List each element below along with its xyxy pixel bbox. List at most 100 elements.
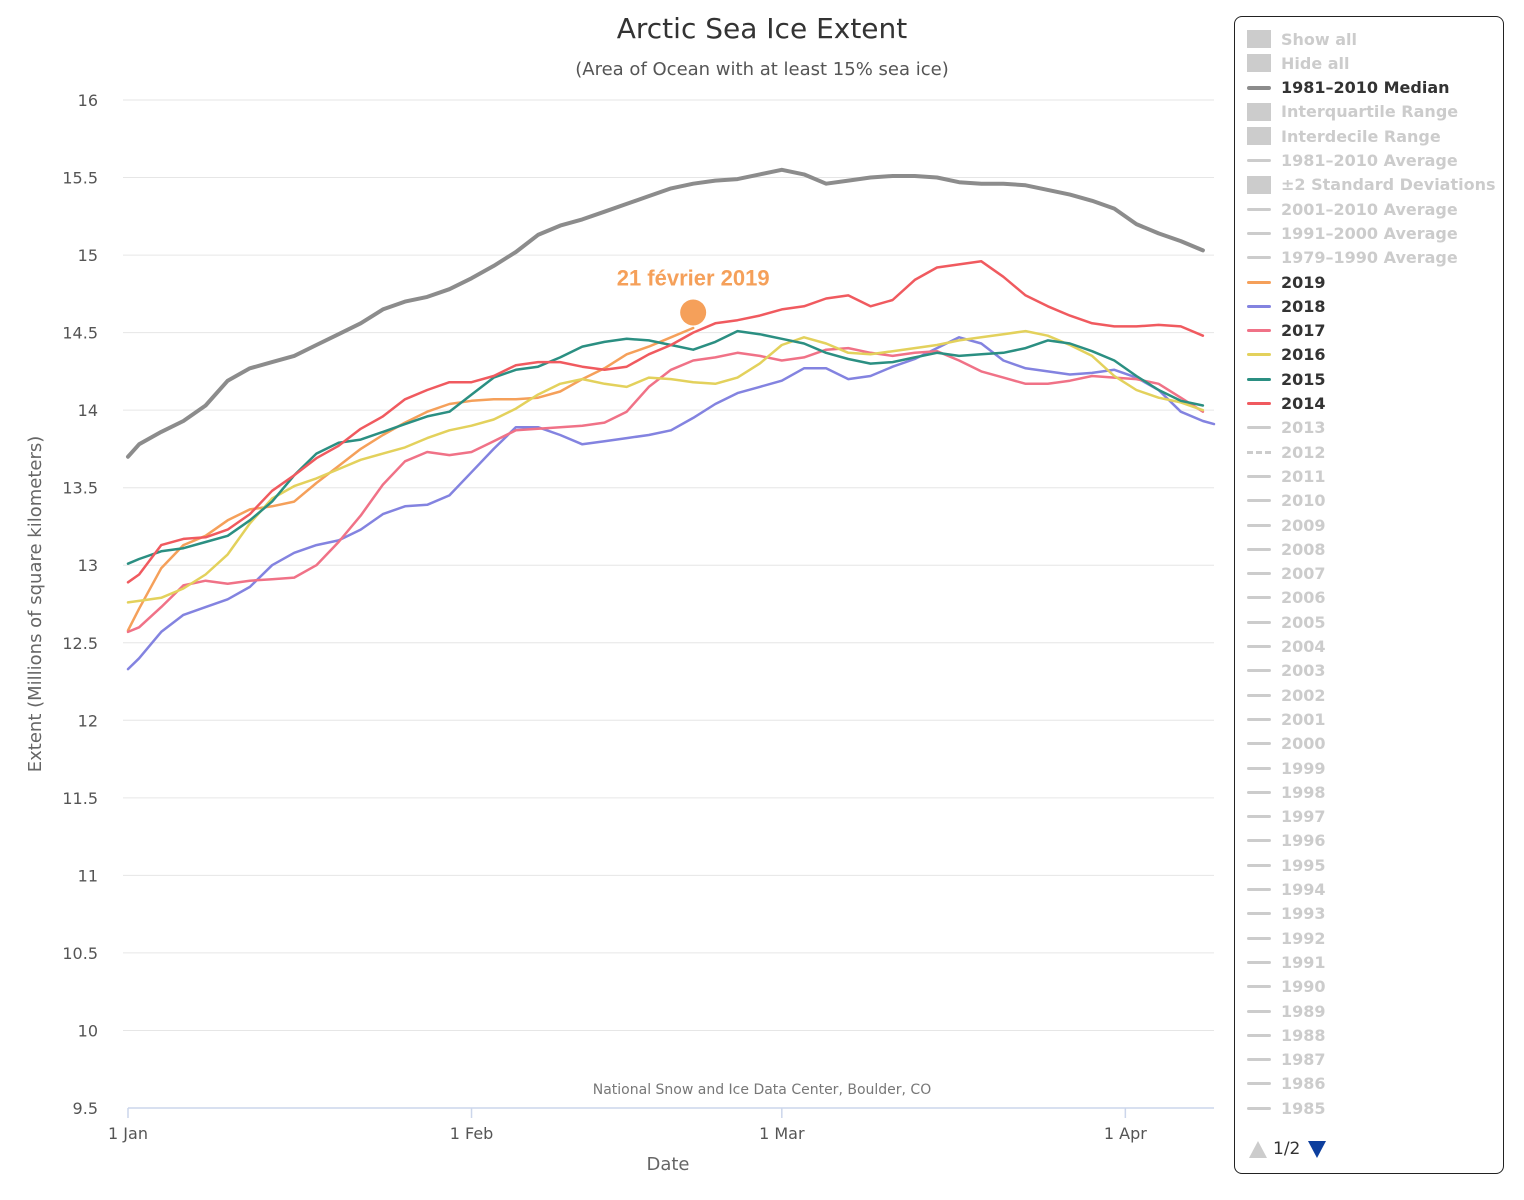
- legend-item[interactable]: 1999: [1247, 756, 1326, 780]
- legend-item[interactable]: 2016: [1247, 343, 1326, 367]
- legend-item[interactable]: 1986: [1247, 1072, 1326, 1096]
- legend-symbol: [1247, 53, 1271, 73]
- legend-item[interactable]: 1998: [1247, 780, 1326, 804]
- legend-item[interactable]: 2001–2010 Average: [1247, 197, 1458, 221]
- legend-item[interactable]: 1987: [1247, 1048, 1326, 1072]
- legend-item[interactable]: Interdecile Range: [1247, 124, 1441, 148]
- legend-item[interactable]: Hide all: [1247, 51, 1350, 75]
- legend-item[interactable]: 2007: [1247, 562, 1326, 586]
- legend-symbol: [1247, 637, 1271, 657]
- legend-item-label: Show all: [1281, 29, 1358, 49]
- legend-item[interactable]: Show all: [1247, 27, 1357, 51]
- series-line-2018[interactable]: [126, 336, 1216, 671]
- legend-item-label: 1991: [1281, 952, 1326, 972]
- y-tick-label: 9.5: [73, 1099, 98, 1118]
- legend-symbol: [1247, 369, 1271, 389]
- legend-item[interactable]: 2000: [1247, 732, 1326, 756]
- legend-item[interactable]: 2011: [1247, 464, 1326, 488]
- legend-item[interactable]: 1989: [1247, 999, 1326, 1023]
- legend-item[interactable]: 1996: [1247, 829, 1326, 853]
- legend-item[interactable]: 2008: [1247, 537, 1326, 561]
- legend-item-label: 1996: [1281, 831, 1326, 851]
- legend-item[interactable]: 1990: [1247, 975, 1326, 999]
- legend-item-label: 1988: [1281, 1025, 1326, 1045]
- series-line-2016[interactable]: [126, 329, 1205, 604]
- legend-symbol: [1247, 758, 1271, 778]
- legend-symbol: [1247, 466, 1271, 486]
- legend-item[interactable]: 2015: [1247, 367, 1326, 391]
- legend-symbol: [1247, 345, 1271, 365]
- legend-item[interactable]: 1981–2010 Average: [1247, 149, 1458, 173]
- legend-item[interactable]: 2013: [1247, 416, 1326, 440]
- legend-item-label: 2006: [1281, 588, 1326, 608]
- y-axis-title: Extent (Millions of square kilometers): [25, 436, 46, 773]
- legend-item[interactable]: 2004: [1247, 635, 1326, 659]
- legend-item-label: Interquartile Range: [1281, 102, 1459, 122]
- legend-item-label: 2001–2010 Average: [1281, 199, 1458, 219]
- annotation-marker[interactable]: [680, 299, 707, 326]
- legend-item[interactable]: 1979–1990 Average: [1247, 246, 1458, 270]
- legend-symbol: [1247, 685, 1271, 705]
- legend-symbol: [1247, 78, 1271, 98]
- series-line-2019[interactable]: [126, 326, 695, 632]
- legend-item-label: Hide all: [1281, 53, 1350, 73]
- legend-item[interactable]: 1988: [1247, 1023, 1326, 1047]
- y-tick-label: 15.5: [62, 169, 98, 188]
- legend-item[interactable]: 1985: [1247, 1096, 1326, 1120]
- legend-symbol: [1247, 977, 1271, 997]
- legend-item[interactable]: 1992: [1247, 926, 1326, 950]
- legend-item-label: 2003: [1281, 661, 1326, 681]
- legend-item[interactable]: 1991–2000 Average: [1247, 221, 1458, 245]
- y-tick-label: 14.5: [62, 324, 98, 343]
- legend-item[interactable]: 1997: [1247, 805, 1326, 829]
- triangle-down-icon[interactable]: [1308, 1140, 1327, 1158]
- legend-item[interactable]: 2001: [1247, 707, 1326, 731]
- chart-subtitle: (Area of Ocean with at least 15% sea ice…: [575, 59, 948, 80]
- legend-item[interactable]: 1995: [1247, 853, 1326, 877]
- legend-symbol: [1247, 1001, 1271, 1021]
- legend-item[interactable]: 2019: [1247, 270, 1326, 294]
- legend-symbol: [1247, 175, 1271, 195]
- legend-item-label: 1981–2010 Median: [1281, 78, 1450, 98]
- y-tick-label: 13: [78, 556, 98, 575]
- legend-item[interactable]: 2014: [1247, 392, 1326, 416]
- legend-item[interactable]: 2018: [1247, 294, 1326, 318]
- legend-panel: Show all Hide all 1981–2010 Median Interqua…: [1234, 16, 1504, 1174]
- legend-item-label: 2015: [1281, 369, 1326, 389]
- legend-symbol: [1247, 564, 1271, 584]
- legend-item[interactable]: 1994: [1247, 878, 1326, 902]
- legend-symbol: [1247, 418, 1271, 438]
- y-tick-label: 10: [78, 1021, 98, 1040]
- y-tick-label: 10.5: [62, 944, 98, 963]
- legend-item[interactable]: 2010: [1247, 489, 1326, 513]
- legend-symbol: [1247, 661, 1271, 681]
- legend-item[interactable]: 2012: [1247, 440, 1326, 464]
- legend-symbol: [1247, 904, 1271, 924]
- series-line-2014[interactable]: [126, 260, 1205, 584]
- legend-item-label: 2002: [1281, 685, 1326, 705]
- legend-item[interactable]: 1993: [1247, 902, 1326, 926]
- legend-item[interactable]: 2003: [1247, 659, 1326, 683]
- legend-item-label: Interdecile Range: [1281, 126, 1441, 146]
- legend-item[interactable]: 2017: [1247, 319, 1326, 343]
- legend-symbol: [1247, 515, 1271, 535]
- legend-symbol: [1247, 442, 1271, 462]
- legend-item-label: 1991–2000 Average: [1281, 223, 1458, 243]
- legend-item[interactable]: 1981–2010 Median: [1247, 76, 1450, 100]
- legend-item-label: 1989: [1281, 1001, 1326, 1021]
- legend-item-label: 1993: [1281, 904, 1326, 924]
- triangle-up-icon[interactable]: [1249, 1140, 1267, 1158]
- legend-symbol: [1247, 1025, 1271, 1045]
- series-line-2015[interactable]: [126, 329, 1205, 565]
- legend-item[interactable]: ±2 Standard Deviations: [1247, 173, 1496, 197]
- legend-item[interactable]: Interquartile Range: [1247, 100, 1458, 124]
- series-lines: [126, 167, 1216, 671]
- legend-item[interactable]: 2002: [1247, 683, 1326, 707]
- legend-item[interactable]: 2006: [1247, 586, 1326, 610]
- legend-item[interactable]: 2005: [1247, 610, 1326, 634]
- legend-item-label: 1997: [1281, 807, 1326, 827]
- legend-item[interactable]: 1991: [1247, 950, 1326, 974]
- legend-item[interactable]: 2009: [1247, 513, 1326, 537]
- series-line-1981-2010-median[interactable]: [126, 167, 1205, 459]
